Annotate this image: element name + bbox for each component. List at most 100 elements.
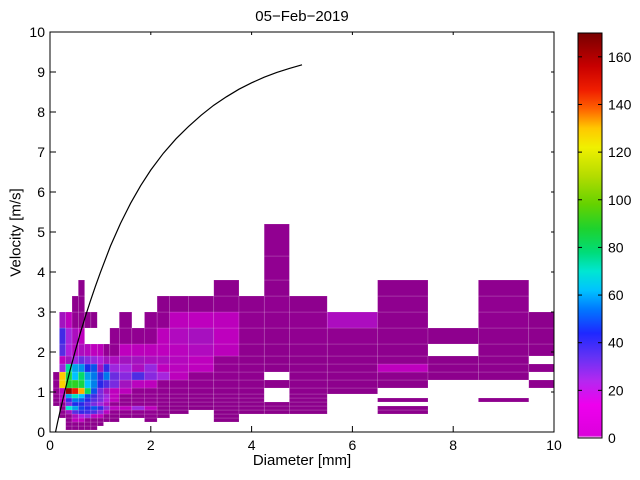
heatmap-cell (84, 409, 92, 415)
heatmap-cell (90, 397, 98, 403)
heatmap-cell (131, 409, 145, 415)
heatmap-cell (96, 371, 104, 381)
heatmap-cell (156, 387, 170, 395)
heatmap-cell (65, 327, 73, 345)
heatmap-cell (169, 355, 189, 365)
heatmap-cell (78, 379, 85, 389)
heatmap-cell (289, 405, 328, 411)
heatmap-cell (263, 295, 290, 313)
heatmap-cell (52, 379, 60, 389)
heatmap-cell (65, 425, 73, 431)
heatmap-cell (131, 327, 145, 345)
heatmap-cell (103, 343, 111, 357)
heatmap-cell (103, 355, 111, 365)
heatmap-cell (156, 397, 170, 403)
heatmap-cell (59, 413, 66, 419)
heatmap-cell (109, 363, 120, 373)
heatmap-cell (188, 371, 215, 381)
heatmap-cell (65, 343, 73, 357)
heatmap-cell (263, 363, 290, 373)
heatmap-cell (289, 393, 328, 399)
heatmap-cell (131, 371, 145, 381)
heatmap-cell (52, 387, 60, 395)
heatmap-cell (144, 405, 158, 411)
heatmap-cell (156, 401, 170, 407)
heatmap-cell (90, 421, 98, 427)
heatmap-cell (65, 409, 73, 415)
heatmap-cell (65, 393, 73, 399)
heatmap-cell (169, 387, 189, 395)
x-axis-label: Diameter [mm] (252, 452, 352, 469)
heatmap-cell (213, 413, 240, 419)
heatmap-cell (377, 397, 429, 403)
heatmap-cell (119, 327, 133, 345)
heatmap-cell (59, 327, 66, 345)
heatmap-cell (131, 379, 145, 389)
heatmap-cell (169, 409, 189, 415)
heatmap-cell (119, 409, 133, 415)
heatmap-cell (156, 379, 170, 389)
y-tick-label: 10 (29, 24, 45, 40)
heatmap-cell (78, 409, 85, 415)
heatmap-cell (90, 401, 98, 407)
heatmap-cell (213, 379, 240, 389)
heatmap-cell (90, 387, 98, 395)
heatmap-cell (119, 379, 133, 389)
y-tick-label: 5 (37, 224, 45, 240)
x-tick-label: 4 (248, 437, 256, 453)
heatmap-cell (377, 327, 429, 345)
heatmap-cell (71, 421, 79, 427)
heatmap-cell (84, 363, 92, 373)
heatmap-cell (96, 413, 104, 419)
heatmap-cell (119, 393, 133, 399)
heatmap-cell (188, 327, 215, 345)
heatmap-cell (78, 371, 85, 381)
heatmap-cell (169, 397, 189, 403)
heatmap-cell (84, 417, 92, 423)
heatmap-cell (289, 371, 328, 381)
heatmap-cell (188, 397, 215, 403)
heatmap-cell (119, 401, 133, 407)
heatmap-cell (326, 327, 378, 345)
heatmap-cell (65, 355, 73, 365)
heatmap-cell (78, 397, 85, 403)
heatmap-cell (131, 413, 145, 419)
heatmap-cell (188, 343, 215, 357)
heatmap-cell (71, 371, 79, 381)
heatmap-cell (263, 401, 290, 407)
heatmap-cell (289, 311, 328, 329)
heatmap-cell (84, 379, 92, 389)
heatmap-cell (169, 363, 189, 373)
heatmap-cell (289, 343, 328, 357)
heatmap-cell (119, 311, 133, 329)
heatmap-cell (377, 295, 429, 313)
heatmap-cell (103, 401, 111, 407)
heatmap-cell (144, 397, 158, 403)
heatmap-cell (109, 409, 120, 415)
heatmap-cell (478, 355, 530, 365)
heatmap-cell (103, 387, 111, 395)
heatmap-cell (65, 387, 73, 395)
heatmap-cell (326, 387, 378, 395)
heatmap-cell (65, 401, 73, 407)
colorbar-tick-label: 120 (608, 144, 632, 160)
heatmap-cell (289, 327, 328, 345)
heatmap-cell (213, 401, 240, 407)
heatmap-cell (169, 343, 189, 357)
heatmap-cell (78, 417, 85, 423)
heatmap-cell (377, 279, 429, 297)
heatmap-cell (478, 371, 530, 381)
heatmap-cell (188, 405, 215, 411)
heatmap-cell (144, 401, 158, 407)
heatmap-cell (84, 401, 92, 407)
heatmap-cell (52, 401, 60, 407)
heatmap-cell (90, 363, 98, 373)
heatmap-cell (213, 397, 240, 403)
heatmap-cell (90, 405, 98, 411)
heatmap-cell (65, 405, 73, 411)
heatmap-cell (131, 355, 145, 365)
heatmap-cell (131, 401, 145, 407)
heatmap-cell (90, 417, 98, 423)
heatmap-cell (96, 401, 104, 407)
